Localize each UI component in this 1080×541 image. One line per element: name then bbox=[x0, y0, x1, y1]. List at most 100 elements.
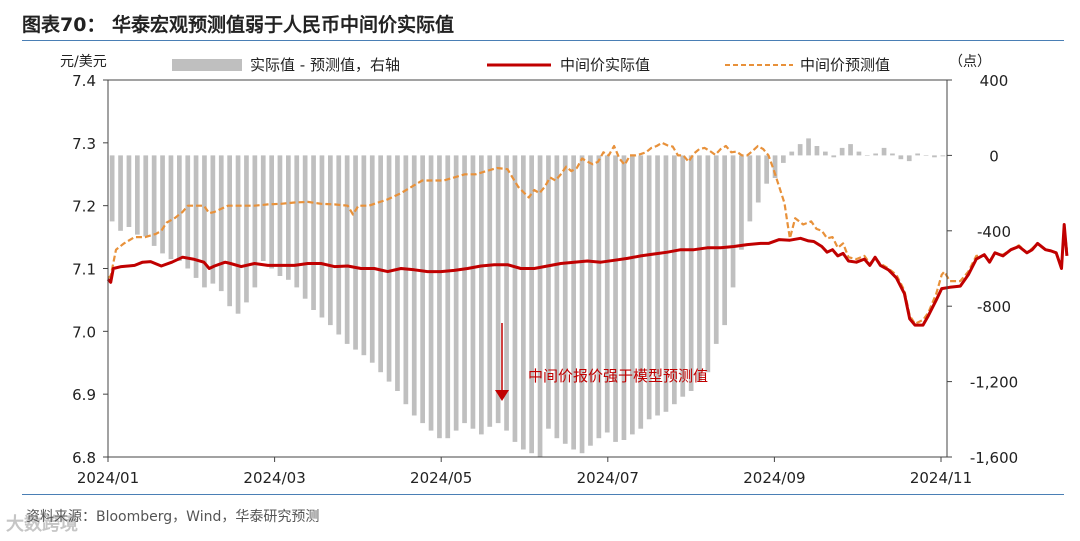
legend-bar-swatch bbox=[172, 59, 242, 71]
diff-bar bbox=[244, 155, 249, 303]
right-tick-label: 400 bbox=[980, 72, 1009, 90]
diff-bar bbox=[688, 155, 694, 391]
legend-actual-label: 中间价实际值 bbox=[560, 56, 650, 74]
diff-bar bbox=[529, 155, 534, 454]
diff-bar bbox=[126, 155, 132, 227]
diff-bar bbox=[227, 155, 232, 307]
diff-bar bbox=[789, 151, 795, 156]
diff-bar bbox=[856, 151, 862, 156]
diff-bar bbox=[118, 155, 123, 231]
diff-bar bbox=[630, 155, 635, 435]
diff-bar bbox=[504, 155, 509, 431]
x-tick-label: 2024/01 bbox=[77, 469, 139, 487]
diff-bar bbox=[353, 155, 358, 350]
diff-bar bbox=[596, 155, 602, 439]
diff-bar bbox=[294, 155, 300, 288]
diff-bar bbox=[697, 155, 702, 382]
annotation-text: 中间价报价强于模型预测值 bbox=[528, 367, 708, 385]
diff-bar bbox=[479, 155, 484, 435]
diff-bar bbox=[336, 155, 342, 335]
actual-line bbox=[106, 223, 1069, 327]
diff-bar bbox=[210, 155, 216, 284]
right-tick-label: -400 bbox=[977, 223, 1011, 241]
diff-bar bbox=[797, 144, 803, 156]
diff-bar bbox=[764, 155, 769, 184]
diff-bar bbox=[705, 155, 711, 373]
diff-bar bbox=[713, 155, 719, 344]
diff-bar bbox=[411, 155, 417, 416]
diff-bar bbox=[554, 155, 560, 439]
diff-bar bbox=[588, 155, 593, 446]
left-tick-label: 7.0 bbox=[72, 323, 96, 341]
diff-bar bbox=[286, 155, 291, 280]
diff-bar bbox=[151, 155, 157, 246]
diff-bar bbox=[185, 155, 191, 269]
left-tick-label: 6.8 bbox=[72, 449, 96, 467]
legend: 实际值 - 预测值，右轴 中间价实际值 中间价预测值 bbox=[172, 56, 890, 74]
diff-bar bbox=[848, 144, 853, 156]
diff-bar bbox=[302, 155, 308, 299]
diff-bar bbox=[672, 155, 677, 405]
diff-bar bbox=[445, 155, 451, 439]
diff-bar bbox=[579, 155, 585, 454]
legend-bar-label: 实际值 - 预测值，右轴 bbox=[250, 56, 400, 74]
diff-bar bbox=[260, 155, 266, 261]
diff-bar bbox=[437, 155, 442, 439]
diff-bar bbox=[839, 147, 845, 156]
diff-bar bbox=[386, 155, 392, 382]
diff-bar bbox=[923, 155, 929, 156]
x-tick-label: 2024/03 bbox=[243, 469, 305, 487]
diff-bar bbox=[403, 155, 409, 405]
x-tick-label: 2024/11 bbox=[910, 469, 972, 487]
diff-bar bbox=[915, 153, 920, 156]
diff-bar bbox=[328, 155, 333, 326]
left-axis-unit: 元/美元 bbox=[60, 54, 107, 70]
diff-bar bbox=[873, 153, 878, 156]
diff-bar bbox=[646, 155, 652, 420]
legend-forecast-label: 中间价预测值 bbox=[800, 56, 890, 74]
diff-bar bbox=[831, 155, 837, 158]
forecast-line bbox=[107, 141, 1068, 325]
bars-group bbox=[109, 138, 946, 457]
diff-bar bbox=[747, 155, 753, 222]
diff-bar bbox=[462, 155, 467, 424]
diff-bar bbox=[168, 155, 174, 260]
right-tick-label: -1,200 bbox=[970, 374, 1018, 392]
diff-bar bbox=[814, 146, 820, 156]
diff-bar bbox=[755, 155, 761, 203]
x-tick-label: 2024/09 bbox=[743, 469, 805, 487]
diff-bar bbox=[135, 155, 140, 235]
diff-bar bbox=[613, 155, 618, 442]
right-tick-label: 0 bbox=[989, 147, 999, 165]
diff-bar bbox=[655, 155, 660, 416]
annotation-arrow-head bbox=[495, 390, 509, 401]
source-note: 资料来源：Bloomberg，Wind，华泰研究预测 bbox=[26, 509, 320, 525]
right-axis-unit: （点） bbox=[949, 54, 991, 70]
diff-bar bbox=[361, 155, 367, 356]
diff-bar bbox=[109, 155, 115, 222]
x-axis: 2024/01 2024/03 2024/05 2024/07 2024/09 2024/… bbox=[77, 457, 972, 487]
diff-bar bbox=[571, 155, 576, 450]
x-tick-label: 2024/07 bbox=[577, 469, 639, 487]
figure-title: 图表70： 华泰宏观预测值弱于人民币中间价实际值 bbox=[22, 14, 455, 36]
diff-bar bbox=[160, 155, 165, 254]
diff-bar bbox=[177, 155, 182, 261]
diff-bar bbox=[823, 151, 828, 156]
diff-bar bbox=[428, 155, 434, 431]
diff-bar bbox=[940, 155, 946, 157]
diff-bar bbox=[495, 155, 501, 424]
diff-bar bbox=[453, 155, 459, 431]
source-rule bbox=[22, 494, 1064, 495]
diff-bar bbox=[781, 155, 786, 163]
diff-bar bbox=[235, 155, 241, 314]
diff-bar bbox=[487, 155, 493, 427]
diff-bar bbox=[722, 155, 727, 326]
diff-bar bbox=[269, 155, 274, 269]
left-tick-label: 6.9 bbox=[72, 386, 96, 404]
diff-bar bbox=[143, 155, 149, 237]
diff-bar bbox=[521, 155, 526, 450]
right-tick-label: -800 bbox=[977, 298, 1011, 316]
left-tick-label: 7.2 bbox=[72, 198, 96, 216]
diff-bar bbox=[369, 155, 375, 363]
